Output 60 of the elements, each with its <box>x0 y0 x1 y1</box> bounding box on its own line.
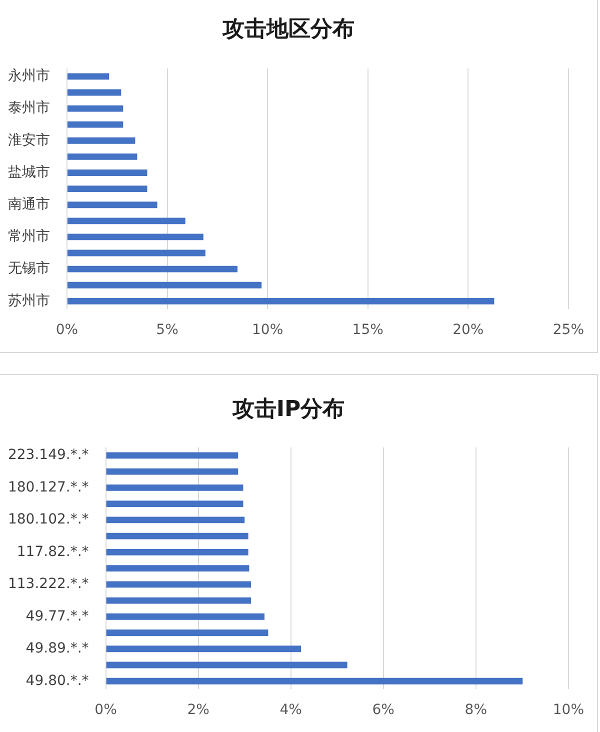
y-tick-label: 淮安市 <box>8 132 50 148</box>
y-tick-label: 无锡市 <box>8 260 50 277</box>
y-tick-label: 49.77.*.* <box>26 608 89 624</box>
bar <box>106 484 244 491</box>
y-tick-label: 223.149.*.* <box>8 447 89 464</box>
bar <box>106 452 238 459</box>
y-tick-label: 盐城市 <box>8 164 50 180</box>
y-tick-label: 49.89.*.* <box>26 640 89 657</box>
y-tick-label: 117.82.*.* <box>16 544 89 560</box>
y-tick-label: 苏州市 <box>8 292 50 309</box>
bar <box>106 662 348 668</box>
x-tick-label: 5% <box>156 322 178 338</box>
bar <box>106 516 245 524</box>
bar <box>106 565 250 572</box>
y-tick-label: 泰州市 <box>8 100 50 116</box>
bar <box>106 646 302 652</box>
x-tick-label: 2% <box>187 702 210 718</box>
bar <box>68 266 238 272</box>
x-tick-label: 6% <box>372 702 394 718</box>
bar <box>68 186 148 192</box>
y-tick-label: 常州市 <box>8 228 50 245</box>
x-tick-label: 0% <box>56 322 78 338</box>
y-tick-label: 113.222.*.* <box>8 576 89 592</box>
bar <box>68 282 262 288</box>
bar <box>106 678 523 684</box>
bar <box>106 613 264 620</box>
bar <box>68 89 122 96</box>
y-tick-label: 180.127.*.* <box>8 479 89 496</box>
bar <box>68 298 494 304</box>
bar <box>106 581 252 588</box>
x-tick-label: 10% <box>252 322 284 338</box>
y-tick-label: 180.102.*.* <box>8 512 89 528</box>
chart-title: 攻击IP分布 <box>231 396 345 422</box>
bar <box>106 532 248 540</box>
bar <box>106 468 238 475</box>
x-tick-label: 20% <box>452 322 484 338</box>
bar <box>106 500 244 508</box>
bar <box>68 105 124 112</box>
bar <box>68 153 138 160</box>
x-tick-label: 0% <box>94 702 117 718</box>
bar <box>68 250 206 256</box>
bar <box>68 234 204 240</box>
bar <box>68 202 158 208</box>
x-tick-label: 8% <box>464 702 488 718</box>
bar <box>106 597 252 604</box>
y-tick-label: 49.80.*.* <box>26 672 89 689</box>
x-tick-label: 25% <box>552 322 584 338</box>
chart-title: 攻击地区分布 <box>222 16 354 42</box>
y-tick-label: 南通市 <box>8 196 50 212</box>
bar <box>68 170 148 176</box>
bar <box>68 73 110 80</box>
x-tick-label: 15% <box>352 322 384 338</box>
bar <box>106 548 248 556</box>
bar <box>68 218 186 224</box>
x-tick-label: 10% <box>552 702 584 718</box>
bar <box>68 137 136 144</box>
x-tick-label: 4% <box>280 702 302 718</box>
bar <box>106 630 268 636</box>
y-tick-label: 永州市 <box>8 68 50 84</box>
bar <box>68 121 124 128</box>
